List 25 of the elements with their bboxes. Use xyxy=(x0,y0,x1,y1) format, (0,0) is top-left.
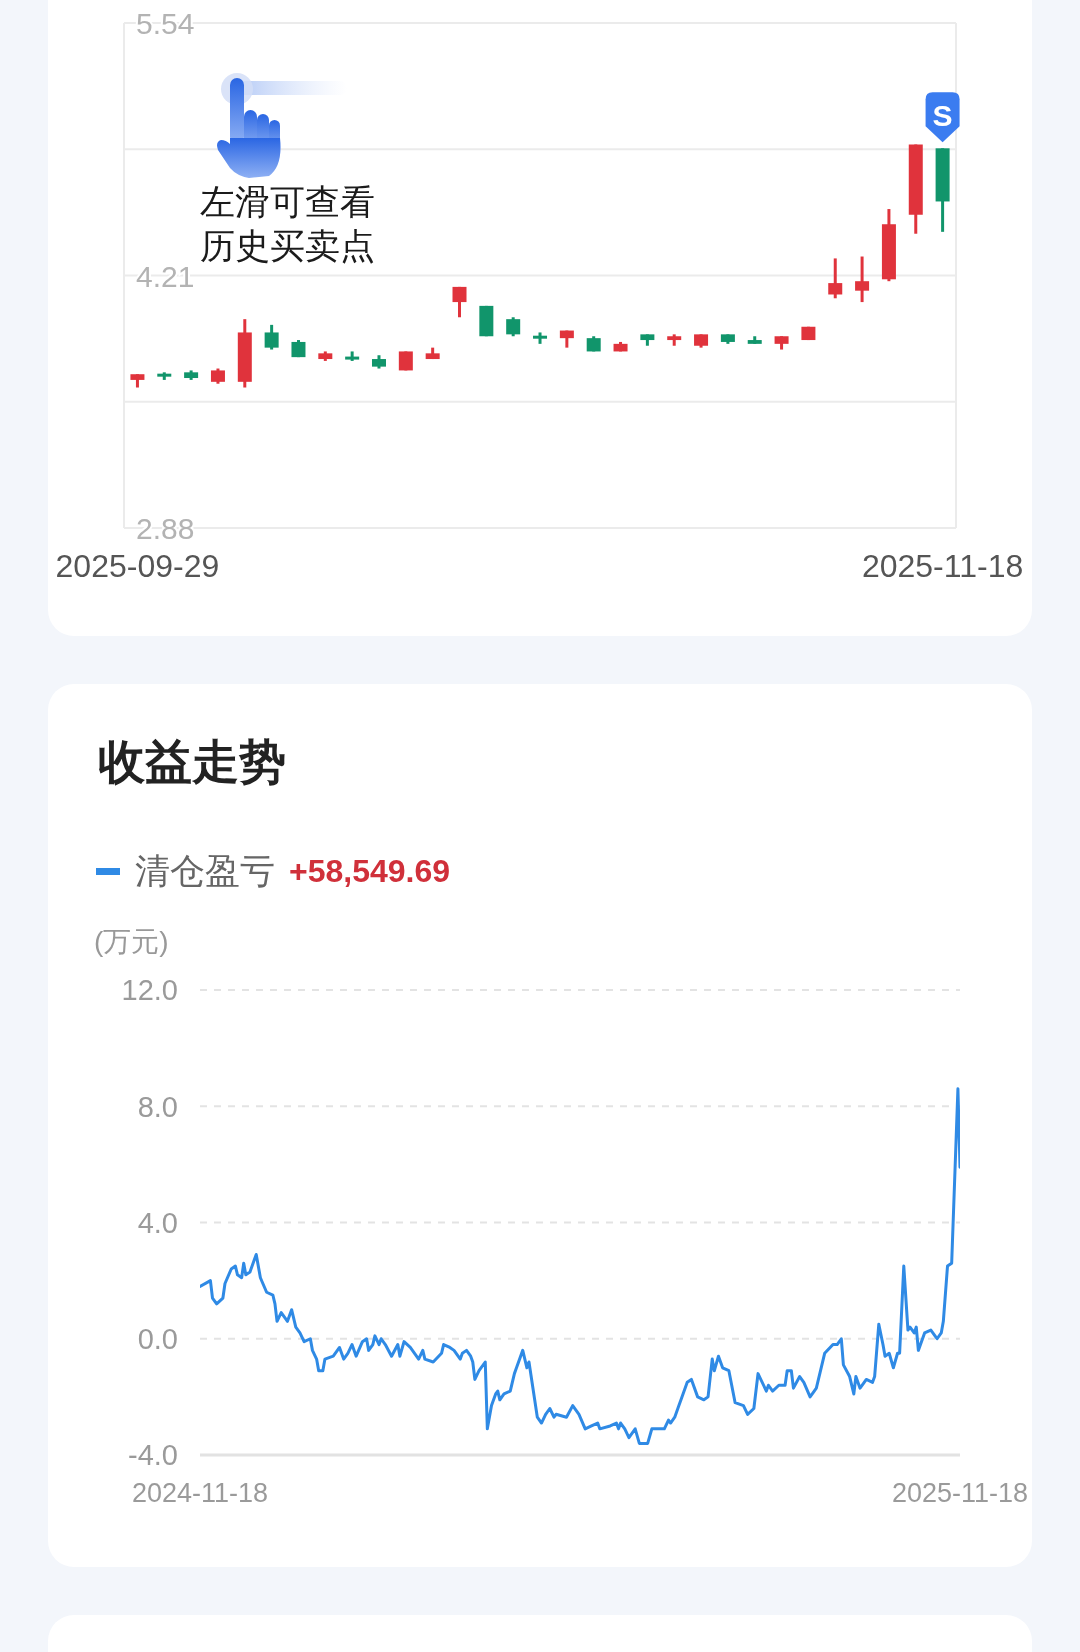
annotation: 历史买卖点 xyxy=(200,226,375,265)
annotation: 左滑可查看 xyxy=(200,182,375,221)
x-tick-label: 2024-11-18 xyxy=(131,1478,269,1509)
candlestick xyxy=(828,258,843,299)
candlestick xyxy=(264,323,279,350)
candlestick xyxy=(452,285,467,318)
candlestick xyxy=(855,256,870,304)
legend-label: 清仓盈亏 xyxy=(135,849,275,892)
y-axis-title: (万元) xyxy=(94,926,169,957)
x-tick-label: 2025-11-18 xyxy=(891,1478,1029,1509)
chart-title: 收益走势 xyxy=(98,735,286,788)
candlestick xyxy=(506,317,521,337)
y-tick-label: -4.0 xyxy=(128,1439,178,1472)
y-tick-label: 2.88 xyxy=(136,511,195,545)
y-tick-label: 5.54 xyxy=(136,6,195,40)
x-tick-label: 2025-09-29 xyxy=(55,547,220,584)
y-tick-label: 4.21 xyxy=(136,259,195,292)
x-tick-label: 2025-11-18 xyxy=(861,547,1024,584)
line-series xyxy=(200,1087,960,1445)
y-tick-label: 0.0 xyxy=(137,1323,178,1356)
annotation: S xyxy=(932,98,953,132)
y-tick-label: 12.0 xyxy=(121,974,178,1007)
text: +58,549.69 xyxy=(289,852,451,890)
y-tick-label: 4.0 xyxy=(137,1206,178,1239)
y-tick-label: 8.0 xyxy=(137,1090,178,1123)
